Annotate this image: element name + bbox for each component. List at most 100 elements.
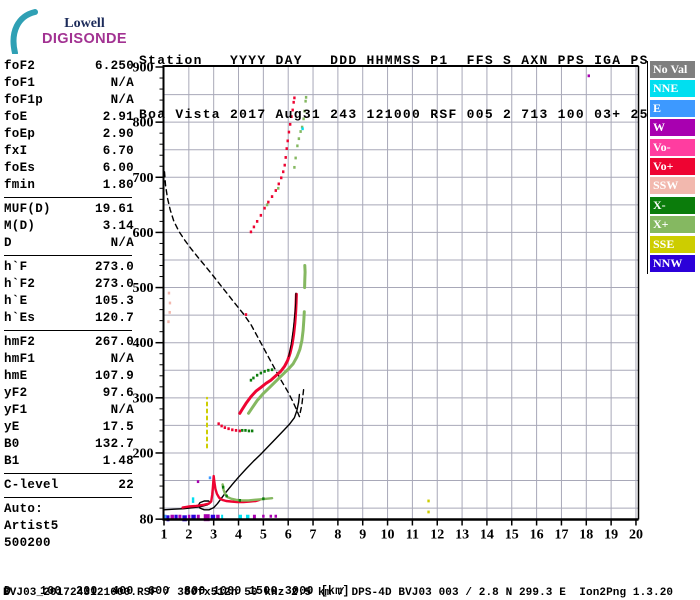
logo-arc-icon xyxy=(10,9,38,54)
param-row-foe: foE 2.91 xyxy=(4,109,134,126)
y-tick-label: 600 xyxy=(133,226,154,241)
param-value: 1.80 xyxy=(102,178,134,192)
param-row-b1: B1 1.48 xyxy=(4,453,134,470)
param-label: foEp xyxy=(4,127,36,141)
param-row-md: M(D) 3.14 xyxy=(4,218,134,235)
param-label: yE xyxy=(4,420,20,434)
param-value: 22 xyxy=(118,478,134,492)
legend-item-e: E xyxy=(650,99,695,117)
echo-legend: No Val NNE E W Vo- Vo+ SSW X- X+ SSE NNW xyxy=(647,61,695,275)
x-tick-label: 17 xyxy=(554,528,568,543)
param-label: MUF(D) xyxy=(4,202,51,216)
panel-footer-auto: Auto: xyxy=(4,502,44,516)
y-tick-label: 300 xyxy=(133,391,154,406)
param-label: fxI xyxy=(4,144,28,158)
series-es-second-hop-x xyxy=(241,428,254,433)
param-value: 3.14 xyxy=(102,219,134,233)
series-f-trace-o xyxy=(238,292,298,415)
param-value: 19.61 xyxy=(94,202,134,216)
param-row-fof2: foF2 6.250 xyxy=(4,58,134,75)
d-row: D 100 200 400 600 800 1000 1500 3000 [km… xyxy=(4,585,350,598)
param-row-fof1p: foF1p N/A xyxy=(4,92,134,109)
panel-separator xyxy=(4,473,132,474)
y-tick-label: 400 xyxy=(133,336,154,351)
x-tick-label: 14 xyxy=(480,528,494,543)
series-nne-tick xyxy=(191,497,195,503)
series-topside-profile-dashed xyxy=(163,171,305,418)
param-row-hmf1: hmF1 N/A xyxy=(4,351,134,368)
series-f-trace-o-edge xyxy=(288,292,297,357)
param-label: fmin xyxy=(4,178,36,192)
status-line: BVJ03_2017243121000.RSF / 380fx512h 50 k… xyxy=(3,587,674,599)
series-f-trace-x-minus xyxy=(249,368,274,382)
x-tick-label: 8 xyxy=(334,528,341,543)
param-value: N/A xyxy=(110,93,134,107)
legend-item-x-: X- xyxy=(650,196,695,214)
station-header-columns: Station YYYY DAY DDD HHMMSS P1 FFS S AXN… xyxy=(139,53,649,68)
param-value: 6.250 xyxy=(94,59,134,73)
logo-digisonde-text: DIGISONDE xyxy=(42,30,127,47)
param-label: D xyxy=(4,236,12,250)
param-label: M(D) xyxy=(4,219,36,233)
panel-separator xyxy=(4,497,132,498)
legend-item-vo+: Vo+ xyxy=(650,157,695,175)
axis-labels: 1 2 3 4 5 6 7 8 9 10 11 12 13 14 15 16 17 18 19 20900800700… xyxy=(133,61,643,543)
param-label: foEs xyxy=(4,161,36,175)
param-label: h`Es xyxy=(4,311,36,325)
param-label: h`E xyxy=(4,294,28,308)
param-row-hf2: h`F2 273.0 xyxy=(4,276,134,293)
series-second-hop-x xyxy=(265,95,308,207)
param-label: hmE xyxy=(4,369,28,383)
x-tick-label: 15 xyxy=(505,528,519,543)
param-value: 120.7 xyxy=(94,311,134,325)
series-ssw-specks xyxy=(167,291,172,324)
param-value: 6.70 xyxy=(102,144,134,158)
param-value: 105.3 xyxy=(94,294,134,308)
parameters-panel: foF2 6.250 foF1 N/A foF1p N/A foE 2.91 foEp 2.90 f… xyxy=(4,58,134,552)
param-label: C-level xyxy=(4,478,59,492)
legend-item-noval: No Val xyxy=(650,61,695,78)
param-row-d: D N/A xyxy=(4,235,134,252)
param-value: 2.91 xyxy=(102,110,134,124)
x-tick-label: 1 xyxy=(161,528,168,543)
param-row-yf2: yF2 97.6 xyxy=(4,385,134,402)
logo-lowell-text: Lowell xyxy=(64,15,105,31)
param-row-foep: foEp 2.90 xyxy=(4,126,134,143)
lowell-digisonde-logo: Lowell DIGISONDE xyxy=(8,8,127,54)
param-row-hme: hmE 107.9 xyxy=(4,368,134,385)
axes xyxy=(155,65,640,526)
param-row-foes: foEs 6.00 xyxy=(4,160,134,177)
param-label: foF1 xyxy=(4,76,36,90)
param-label: yF1 xyxy=(4,403,28,417)
param-value: 267.0 xyxy=(94,335,134,349)
legend-item-nne: NNE xyxy=(650,80,695,98)
grid xyxy=(163,66,639,520)
x-tick-label: 5 xyxy=(260,528,267,543)
panel-separator xyxy=(4,255,132,256)
series-stray-speck-red xyxy=(244,313,248,316)
param-value: N/A xyxy=(110,403,134,417)
legend-item-w: W xyxy=(650,119,695,137)
series-e-trace-o xyxy=(181,474,261,509)
x-tick-label: 13 xyxy=(455,528,469,543)
param-value: N/A xyxy=(110,352,134,366)
logo-text: Lowell DIGISONDE xyxy=(42,16,127,47)
series-second-hop-nne xyxy=(301,127,304,131)
param-row-fxi: fxI 6.70 xyxy=(4,143,134,160)
panel-footer-500200: 500200 xyxy=(4,536,51,550)
param-value: 132.7 xyxy=(94,437,134,451)
x-tick-label: 16 xyxy=(530,528,544,543)
y-tick-label: 500 xyxy=(133,281,154,296)
series-f-trace-x xyxy=(247,264,307,415)
x-tick-label: 4 xyxy=(235,528,242,543)
param-label: B1 xyxy=(4,454,20,468)
param-label: yF2 xyxy=(4,386,28,400)
param-row-fmin: fmin 1.80 xyxy=(4,177,134,194)
y-tick-label: 800 xyxy=(133,116,154,131)
series-stray-speck-e xyxy=(208,476,212,480)
series-stray-speck-w xyxy=(196,480,200,484)
param-value: N/A xyxy=(110,76,134,90)
legend-item-ssw: SSW xyxy=(650,177,695,195)
